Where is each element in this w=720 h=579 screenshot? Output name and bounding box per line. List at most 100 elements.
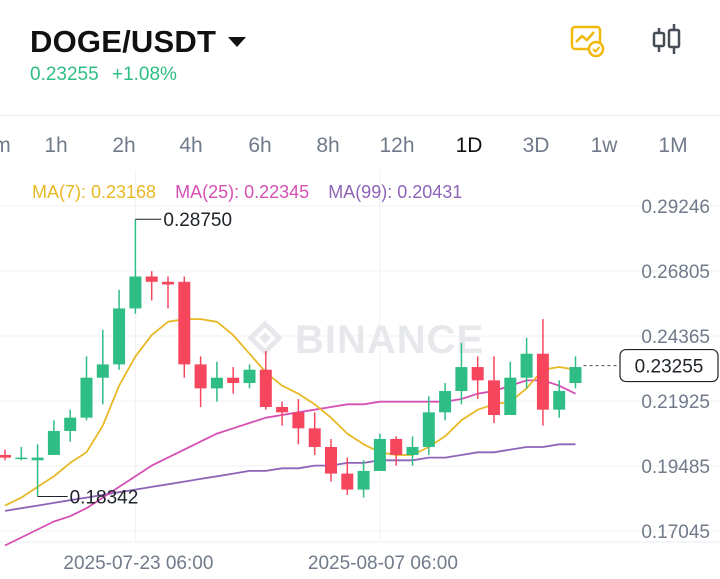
annotation-label: 0.18342 [70,487,139,508]
candle-body [129,276,142,309]
watermark-text: BINANCE [295,318,484,362]
candle [471,356,484,400]
header: DOGE/USDT 0.23255 +1.08% [0,0,720,115]
candle-body [455,367,468,392]
price-tick-label: 0.19485 [641,457,710,478]
candle [129,219,142,314]
candle-body [341,473,354,490]
time-tick-label: 2025-08-07 06:00 [308,553,458,574]
candle [569,356,582,389]
candle-body [308,428,321,447]
ma-lines [4,318,576,547]
candle-body [259,369,272,408]
current-price-box [619,348,719,383]
annotation-label: 0.28750 [163,210,232,231]
candle [553,380,566,418]
candle-body [357,470,370,490]
pair-selector[interactable]: DOGE/USDT [30,24,247,60]
last-price: 0.23255 [30,64,99,85]
annotations: 0.28750 0.18342 [37,210,232,508]
candle [210,361,223,402]
candle-body [64,417,77,431]
price-tick-label: 0.26805 [641,262,710,283]
candle [194,356,207,408]
candle-body [162,281,174,285]
candle-body [406,446,419,455]
candle [341,457,354,495]
candle [292,399,305,445]
candle [488,356,500,423]
tab-minutes[interactable]: m [0,134,11,157]
candle [390,436,403,466]
candlestick-icon[interactable] [647,20,687,60]
binance-watermark: BINANCE [247,318,484,362]
candle [80,356,93,421]
candle-body [178,281,191,365]
candle [15,446,28,461]
tab-8h[interactable]: 8h [316,134,340,157]
candle-body [292,412,305,429]
candle-body [422,412,435,447]
candle [406,436,419,466]
tab-3d[interactable]: 3D [522,134,550,157]
candle [178,276,191,378]
tab-1h[interactable]: 1h [44,134,68,157]
candle-body [96,364,109,378]
candle-body [113,308,126,365]
price-summary: 0.23255 +1.08% [30,64,177,86]
candle-body [210,377,223,389]
tab-4h[interactable]: 4h [179,134,203,157]
price-axis: 0.29246 0.26805 0.24365 0.21925 0.19485 0.170… [641,197,710,543]
price-tick-label: 0.21925 [641,392,710,413]
candle-body [15,457,28,460]
candle [325,438,337,482]
timeframe-tabs: m 1h 2h 4h 6h 8h 12h 1D 3D 1w 1M [0,130,720,162]
candle [64,409,77,442]
candle [504,361,517,415]
candle [0,449,11,461]
candle-body [553,391,566,410]
tab-1w[interactable]: 1w [590,134,618,157]
candle [455,343,468,405]
header-divider [0,115,720,116]
tab-1d[interactable]: 1D [455,134,483,157]
pair-name: DOGE/USDT [30,24,217,59]
candle-body [145,276,158,282]
ma99-line [4,443,576,512]
candle [357,460,370,498]
candlestick-chart[interactable]: BINANCE 0.29246 0.26805 0.24365 0.21925 0.19… [0,170,720,579]
candle [145,271,158,301]
ma7-line [4,318,576,507]
candle [373,433,386,471]
tab-1m[interactable]: 1M [658,134,688,157]
candle [520,337,533,389]
tab-6h[interactable]: 6h [248,134,272,157]
chevron-down-icon [228,37,247,47]
candle-body [390,438,403,455]
candle-body [47,430,60,455]
price-tick-label: 0.17045 [641,522,710,543]
ma25-line [4,379,576,547]
candle [162,276,174,309]
tab-12h[interactable]: 12h [379,134,415,157]
candle-body [504,377,517,415]
candle-body [569,367,582,384]
candle [31,444,44,497]
candle-body [276,407,289,413]
candle-body [194,364,207,389]
candle-body [80,377,93,418]
candle-body [373,438,386,471]
ma99-value: MA(99): 0.20431 [328,182,463,202]
candle [47,420,60,455]
candle [439,383,452,421]
time-tick-label: 2025-07-23 06:00 [63,553,213,574]
candle [536,319,549,426]
candle [113,289,126,370]
candle-body [536,353,549,410]
chart-settings-icon[interactable] [567,20,607,60]
tab-2h[interactable]: 2h [112,134,136,157]
price-tick-label: 0.29246 [641,197,710,218]
candle-body [520,353,533,378]
candle-body [488,380,500,415]
ma7-value: MA(7): 0.23168 [32,182,157,202]
